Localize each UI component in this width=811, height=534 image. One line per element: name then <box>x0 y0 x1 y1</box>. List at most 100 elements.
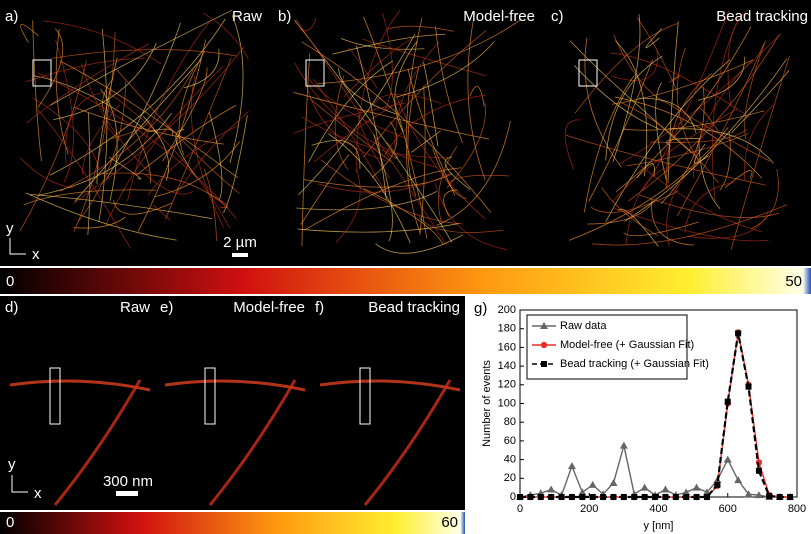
filament <box>615 26 752 192</box>
filament <box>636 17 679 94</box>
marker <box>541 361 547 367</box>
filament <box>317 172 451 193</box>
filament <box>382 12 393 111</box>
filament <box>568 127 729 241</box>
marker <box>548 494 555 500</box>
marker <box>661 485 670 493</box>
filament <box>605 59 731 222</box>
filament <box>295 19 447 246</box>
y-tick-label: 180 <box>498 323 516 335</box>
filament <box>50 9 232 106</box>
filament <box>642 10 730 191</box>
filament <box>621 102 719 184</box>
filament <box>611 108 738 203</box>
filament <box>612 207 769 242</box>
panel-label: f) <box>315 299 324 316</box>
y-tick-label: 160 <box>498 341 516 353</box>
filament <box>564 119 582 170</box>
roi-box <box>578 59 598 87</box>
colorbar-min: 0 <box>6 273 14 290</box>
series-line <box>519 445 791 498</box>
marker <box>631 494 638 500</box>
filament <box>447 174 509 184</box>
marker <box>682 488 691 496</box>
filament <box>105 22 181 181</box>
filament <box>298 34 416 196</box>
filament <box>743 104 775 181</box>
filament <box>638 97 697 133</box>
filament <box>81 104 121 175</box>
filament <box>444 156 471 190</box>
filament <box>688 211 769 239</box>
y-tick-label: 40 <box>504 454 516 466</box>
marker <box>619 441 628 449</box>
filament <box>640 165 762 233</box>
microscopy-texture <box>9 9 790 506</box>
filament <box>53 42 157 121</box>
filament <box>152 204 171 221</box>
filament <box>394 40 418 133</box>
filament <box>293 102 406 134</box>
filament <box>419 85 426 236</box>
filament <box>162 67 208 162</box>
marker <box>610 494 617 500</box>
filament <box>135 104 237 176</box>
panel-title: Bead tracking <box>716 8 808 25</box>
bottom-colorbar <box>0 512 465 534</box>
marker <box>652 494 659 500</box>
filament <box>30 193 213 220</box>
marker <box>724 398 731 405</box>
filament <box>335 169 361 243</box>
scale-bar-label: 2 µm <box>223 234 257 251</box>
panel-title: Model-free <box>463 8 535 25</box>
marker <box>567 462 576 470</box>
marker <box>600 494 607 500</box>
filament <box>698 138 721 210</box>
filament <box>72 46 245 205</box>
marker <box>754 491 763 499</box>
filament <box>73 31 116 232</box>
filament <box>304 78 387 162</box>
axis-x: x <box>32 246 40 263</box>
filament <box>712 17 740 202</box>
marker <box>609 478 618 486</box>
filament <box>73 216 126 229</box>
filament <box>97 172 228 208</box>
filament <box>20 24 39 43</box>
filament <box>301 53 311 246</box>
filament <box>55 28 69 155</box>
filament <box>102 77 114 112</box>
colorbar-max: 60 <box>441 514 458 531</box>
marker <box>579 494 586 500</box>
filament <box>676 43 765 216</box>
filament <box>612 14 641 163</box>
filament <box>229 14 244 163</box>
y-tick-label: 120 <box>498 379 516 391</box>
filament <box>624 58 788 222</box>
filament <box>411 130 441 153</box>
roi-box <box>204 367 216 425</box>
panel-label: b) <box>278 8 291 25</box>
panel-title: Bead tracking <box>368 299 460 316</box>
marker <box>537 494 544 500</box>
filament <box>636 163 655 179</box>
filament <box>19 60 87 232</box>
panel-label: d) <box>5 299 18 316</box>
top-colorbar <box>0 268 811 294</box>
filament <box>301 41 492 213</box>
x-tick-label: 800 <box>788 503 806 515</box>
marker <box>578 488 587 496</box>
filament <box>338 68 396 115</box>
filament <box>308 60 394 163</box>
x-tick-label: 400 <box>649 503 667 515</box>
filament <box>25 58 145 83</box>
legend-label: Bead tracking (+ Gaussian Fit) <box>560 358 709 370</box>
filament <box>667 21 679 184</box>
filament <box>208 379 297 506</box>
marker <box>776 494 783 500</box>
filament <box>43 20 162 65</box>
filament <box>645 28 663 49</box>
filament <box>418 216 504 233</box>
